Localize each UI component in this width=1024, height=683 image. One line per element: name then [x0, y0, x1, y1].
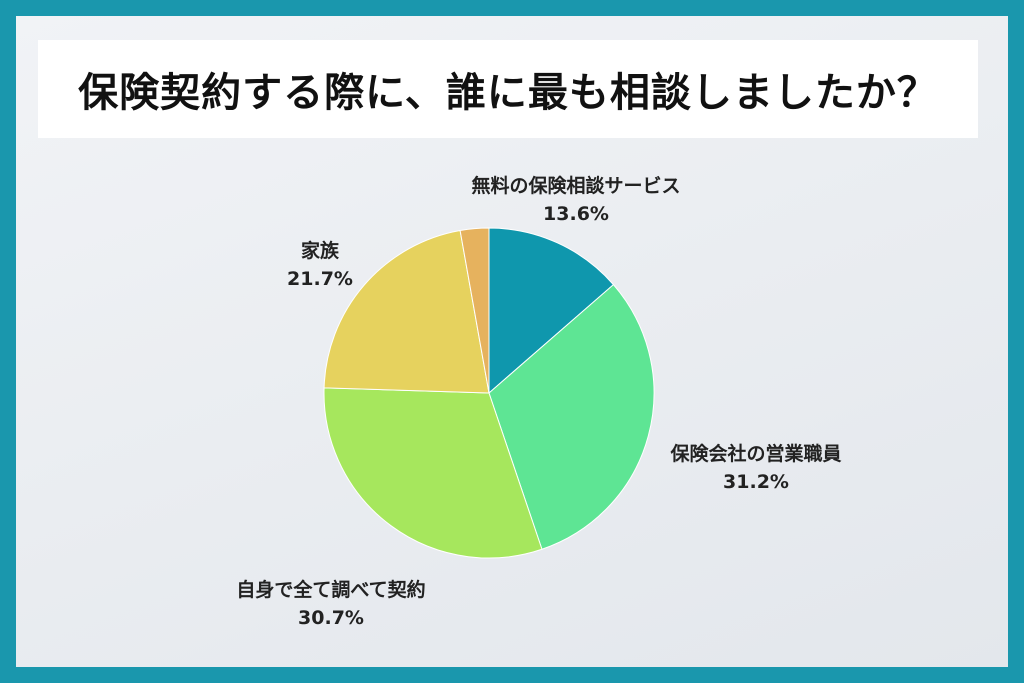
slice-family: [323, 229, 490, 394]
label-family-value: 21.7%: [287, 268, 353, 290]
label-insurance-sales-staff-name: 保険会社の営業職員: [670, 443, 842, 465]
label-self-research-value: 30.7%: [298, 607, 364, 629]
title-box: 保険契約する際に、誰に最も相談しましたか？: [38, 40, 978, 138]
slice-free-consultation: [488, 227, 615, 395]
label-insurance-sales-staff-value: 31.2%: [723, 471, 789, 493]
label-free-consultation-name: 無料の保険相談サービス: [471, 175, 681, 197]
label-family-name: 家族: [300, 240, 340, 262]
label-insurance-sales-staff: 保険会社の営業職員 31.2%: [670, 440, 841, 496]
label-self-research-name: 自身で全て調べて契約: [236, 579, 426, 601]
label-free-consultation-value: 13.6%: [543, 203, 609, 225]
chart-title: 保険契約する際に、誰に最も相談しましたか？: [78, 70, 938, 116]
chart-frame: 保険契約する際に、誰に最も相談しましたか？ 無料の保険相談サービス 13.6% …: [16, 16, 1008, 667]
label-free-consultation: 無料の保険相談サービス 13.6%: [471, 172, 680, 228]
slice-self-research: [323, 387, 543, 559]
slice-other: [459, 227, 490, 394]
label-self-research: 自身で全て調べて契約 30.7%: [236, 576, 425, 632]
slice-insurance-sales-staff: [488, 283, 655, 550]
label-family: 家族 21.7%: [287, 237, 353, 293]
pie-chart: [323, 227, 655, 559]
